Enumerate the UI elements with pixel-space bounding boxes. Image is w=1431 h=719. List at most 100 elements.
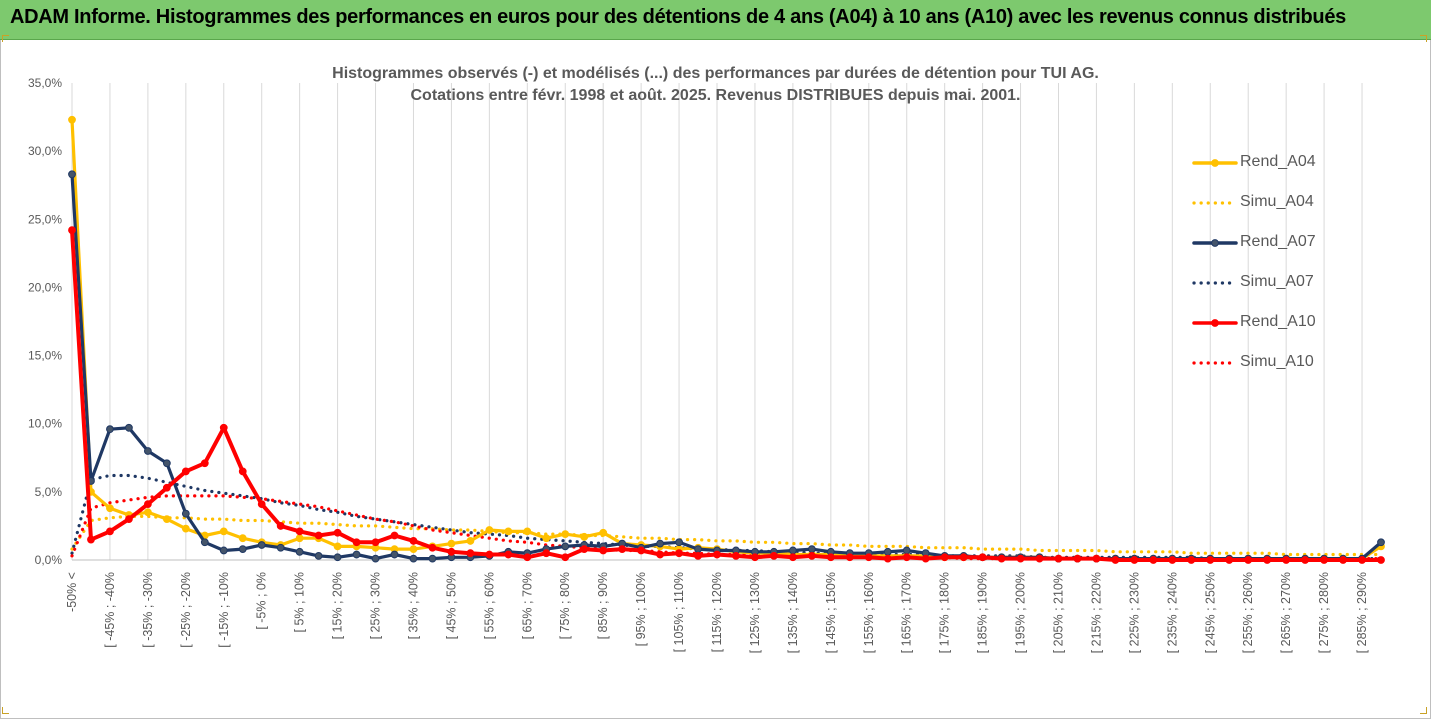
data-point-rend-a10 — [883, 554, 892, 563]
data-point-rend-a10 — [1111, 556, 1120, 564]
legend-label-rend-a04: Rend_A04 — [1240, 153, 1316, 170]
x-tick-label: [ 185% ; 190% — [976, 572, 990, 653]
data-point-rend-a07 — [162, 459, 171, 468]
legend-item-rend-a07: Rend_A07 — [1180, 230, 1370, 256]
data-point-rend-a04 — [143, 508, 152, 517]
x-tick-label: [ 45% ; 50% — [444, 572, 458, 639]
data-point-rend-a10 — [1301, 556, 1310, 564]
data-point-rend-a10 — [1035, 554, 1044, 563]
data-point-rend-a10 — [1358, 556, 1366, 564]
data-point-rend-a10 — [314, 531, 323, 540]
data-point-rend-a07 — [143, 447, 152, 455]
x-tick-label: [ 245% ; 250% — [1203, 572, 1217, 653]
data-point-rend-a10 — [864, 553, 873, 562]
series-line-simu-a04 — [70, 514, 1383, 557]
data-point-rend-a10 — [1377, 556, 1385, 564]
series-line-rend-a10 — [70, 228, 1383, 562]
data-point-rend-a07 — [788, 546, 797, 555]
legend-item-rend-a10: Rend_A10 — [1180, 310, 1370, 336]
data-point-rend-a10 — [447, 547, 456, 556]
data-point-rend-a07 — [181, 509, 190, 518]
x-tick-label: [ 255% ; 260% — [1241, 572, 1255, 653]
data-point-rend-a10 — [523, 553, 532, 562]
data-point-rend-a10 — [143, 500, 152, 509]
data-point-rend-a10 — [978, 553, 987, 562]
data-point-rend-a07 — [883, 547, 892, 556]
selection-handle-top-right[interactable] — [1420, 35, 1427, 42]
x-tick-label: [ 125% ; 130% — [748, 572, 762, 653]
x-tick-label: [ 95% ; 100% — [634, 572, 648, 646]
data-point-rend-a07 — [276, 543, 285, 552]
data-point-rend-a04 — [106, 504, 114, 513]
data-point-rend-a04 — [485, 526, 494, 534]
data-point-rend-a07 — [314, 552, 323, 560]
report-title: ADAM Informe. Histogrammes des performan… — [10, 6, 1346, 28]
data-point-rend-a07 — [371, 554, 380, 563]
data-point-rend-a07 — [807, 545, 816, 553]
y-tick-label: 35,0% — [28, 76, 62, 90]
x-tick-label: [ 205% ; 210% — [1051, 572, 1065, 653]
legend-label-rend-a07: Rend_A07 — [1240, 233, 1316, 250]
x-tick-label: [ 155% ; 160% — [862, 572, 876, 653]
data-point-rend-a04 — [238, 534, 247, 543]
data-point-rend-a10 — [162, 483, 171, 492]
data-point-rend-a10 — [1282, 556, 1291, 564]
y-tick-label: 25,0% — [28, 212, 62, 226]
chart-title-line2: Cotations entre févr. 1998 et août. 2025… — [410, 87, 1021, 104]
data-point-rend-a10 — [1339, 556, 1347, 564]
x-tick-label: [ -45% ; -40% — [103, 572, 117, 648]
x-tick-label: [ 65% ; 70% — [520, 572, 534, 639]
x-tick-label: [ -15% ; -10% — [217, 572, 231, 648]
legend-label-simu-a04: Simu_A04 — [1240, 193, 1314, 210]
data-point-rend-a07 — [257, 541, 266, 549]
selection-handle-bottom-right[interactable] — [1420, 707, 1427, 714]
legend-item-simu-a10: Simu_A10 — [1180, 350, 1370, 376]
x-tick-label: [ 225% ; 230% — [1127, 572, 1141, 653]
data-point-rend-a07 — [238, 545, 247, 553]
data-point-rend-a10 — [125, 515, 133, 524]
legend-item-rend-a04: Rend_A04 — [1180, 150, 1370, 176]
x-tick-label: [ 5% ; 10% — [293, 572, 307, 632]
y-tick-label: 10,0% — [28, 417, 62, 431]
data-point-rend-a10 — [599, 546, 608, 555]
report-header: ADAM Informe. Histogrammes des performan… — [0, 0, 1431, 40]
data-point-rend-a10 — [466, 549, 475, 558]
data-point-rend-a10 — [295, 527, 304, 536]
data-point-rend-a04 — [295, 534, 304, 543]
data-point-rend-a10 — [87, 535, 95, 544]
data-point-rend-a04 — [409, 545, 418, 553]
x-tick-label: [ 55% ; 60% — [482, 572, 496, 639]
data-point-rend-a04 — [181, 524, 190, 533]
y-tick-label: 15,0% — [28, 349, 62, 363]
legend-symbol-rend-a04 — [1192, 159, 1238, 167]
data-point-rend-a10 — [807, 552, 816, 560]
x-tick-label: [ -25% ; -20% — [179, 572, 193, 648]
data-point-rend-a10 — [1263, 556, 1272, 564]
selection-handle-bottom-left[interactable] — [2, 707, 9, 714]
legend-symbol-simu-a10 — [1192, 361, 1238, 365]
data-point-rend-a10 — [618, 545, 627, 553]
data-point-rend-a07 — [902, 546, 911, 555]
data-point-rend-a10 — [181, 467, 190, 476]
x-tick-label: [ 275% ; 280% — [1317, 572, 1331, 653]
x-tick-label: [ -35% ; -30% — [141, 572, 155, 648]
legend-label-simu-a07: Simu_A07 — [1240, 273, 1314, 290]
data-point-rend-a10 — [238, 467, 247, 476]
legend-item-simu-a04: Simu_A04 — [1180, 190, 1370, 216]
x-tick-label: [ 175% ; 180% — [938, 572, 952, 653]
data-point-rend-a10 — [1130, 556, 1139, 564]
data-point-rend-a10 — [1054, 554, 1063, 563]
x-tick-label: [ 165% ; 170% — [900, 572, 914, 653]
data-point-rend-a10 — [352, 538, 361, 547]
data-point-rend-a07 — [409, 554, 418, 563]
x-tick-label: -50% < — [65, 572, 79, 612]
y-tick-label: 20,0% — [28, 280, 62, 294]
data-point-rend-a10 — [770, 552, 778, 560]
data-point-rend-a10 — [219, 423, 228, 432]
data-point-rend-a07 — [295, 547, 304, 556]
series-layer — [68, 115, 1385, 564]
data-point-rend-a10 — [1320, 556, 1328, 564]
selection-handle-top-left[interactable] — [2, 35, 9, 42]
chart-title: Histogrammes observés (-) et modélisés (… — [0, 63, 1431, 107]
data-point-rend-a04 — [447, 539, 456, 548]
